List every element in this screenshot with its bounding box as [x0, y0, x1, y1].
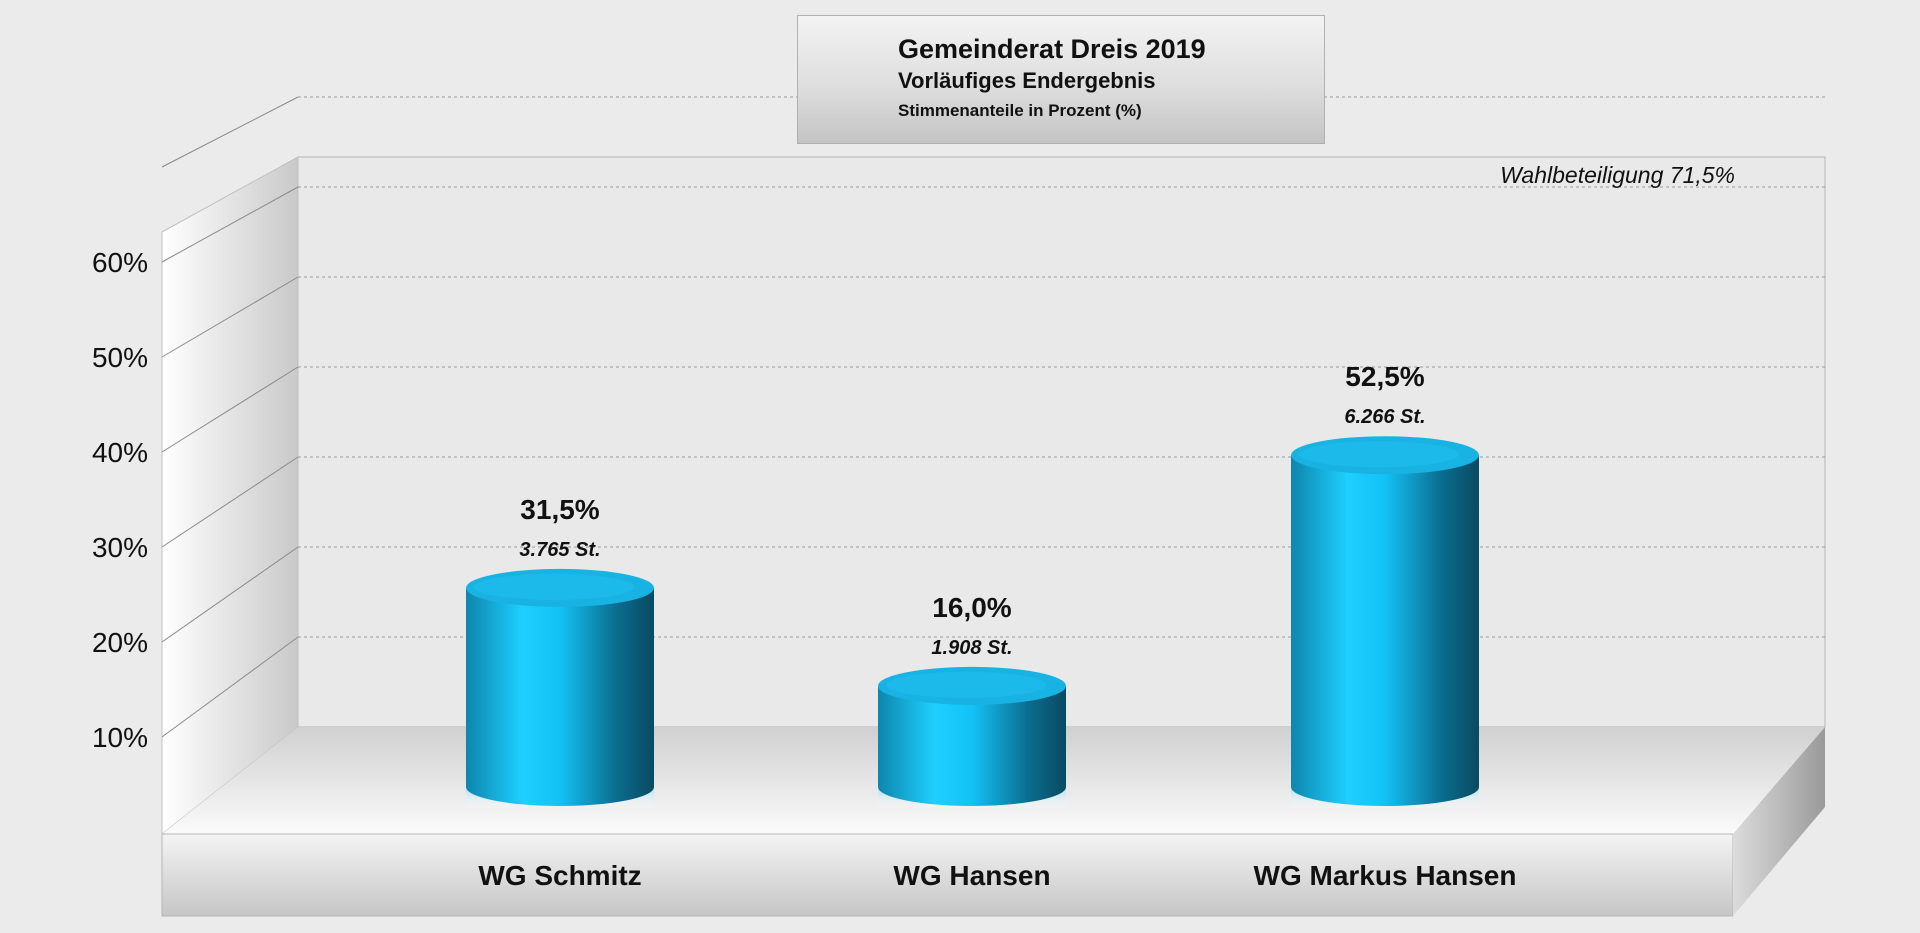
bar-body	[1291, 455, 1479, 806]
left-wall	[161, 156, 299, 836]
gridline-side	[161, 96, 299, 168]
gridline-side	[161, 366, 299, 453]
bar	[466, 568, 654, 809]
gridline-side	[161, 456, 299, 548]
y-axis-ticks: 10% 20% 30% 40% 50% 60%	[92, 247, 148, 753]
y-tick-label: 30%	[92, 532, 148, 563]
x-tick-label: WG Hansen	[893, 860, 1050, 891]
votes-label: 6.266 St.	[1344, 406, 1425, 428]
floor-front	[161, 833, 1734, 917]
votes-label: 1.908 St.	[931, 637, 1012, 659]
bar-top-highlight	[886, 671, 1046, 698]
chart-title-box: Gemeinderat Dreis 2019 Vorläufiges Ender…	[797, 15, 1325, 144]
value-label: 31,5%	[520, 494, 599, 525]
bar-body	[878, 685, 1066, 806]
value-label: 52,5%	[1345, 361, 1424, 392]
x-tick-label: WG Markus Hansen	[1254, 860, 1517, 891]
gridline-side	[161, 636, 299, 738]
y-tick-label: 40%	[92, 437, 148, 468]
chart-title: Gemeinderat Dreis 2019	[898, 34, 1206, 64]
floor-right-side	[1733, 727, 1825, 916]
bar-top-highlight	[1299, 441, 1459, 468]
bar	[1291, 436, 1479, 809]
x-axis-labels: WG Schmitz WG Hansen WG Markus Hansen	[478, 860, 1516, 891]
bars	[466, 436, 1479, 809]
data-labels: 31,5% 3.765 St. 16,0% 1.908 St. 52,5% 6.266 S…	[519, 361, 1425, 659]
bar-body	[466, 587, 654, 806]
value-label: 16,0%	[932, 592, 1011, 623]
bar	[878, 666, 1066, 809]
gridline-side	[161, 276, 299, 358]
x-tick-label: WG Schmitz	[478, 860, 641, 891]
gridline-side	[161, 186, 299, 263]
votes-label: 3.765 St.	[519, 539, 600, 561]
y-tick-label: 10%	[92, 722, 148, 753]
bar-top-highlight	[474, 573, 634, 600]
gridline-side	[161, 546, 299, 643]
y-tick-label: 60%	[92, 247, 148, 278]
chart-subtitle: Vorläufiges Endergebnis	[898, 68, 1156, 93]
turnout-annotation: Wahlbeteiligung 71,5%	[1500, 162, 1735, 188]
chart-subtitle-2: Stimmenanteile in Prozent (%)	[898, 101, 1142, 120]
y-tick-label: 50%	[92, 342, 148, 373]
y-tick-label: 20%	[92, 627, 148, 658]
